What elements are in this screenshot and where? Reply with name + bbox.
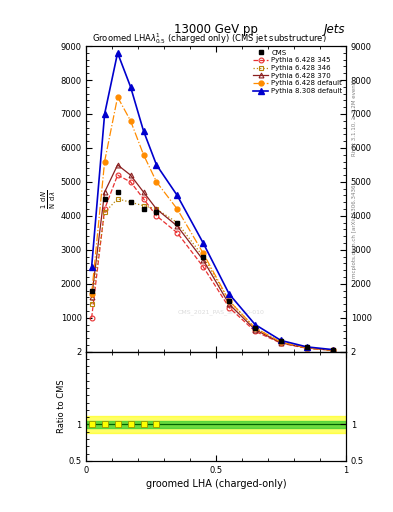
CMS — [227, 297, 231, 304]
CMS — [305, 344, 309, 350]
Pythia 6.428 345 — [128, 179, 133, 185]
Line: Pythia 6.428 370: Pythia 6.428 370 — [89, 162, 335, 353]
Pythia 6.428 346 — [115, 196, 120, 202]
Pythia 6.428 345 — [253, 328, 257, 334]
Pythia 6.428 370 — [154, 206, 159, 212]
Line: CMS: CMS — [89, 189, 335, 352]
Pythia 6.428 346 — [201, 253, 206, 260]
CMS — [102, 196, 107, 202]
Pythia 8.308 default — [115, 50, 120, 56]
Line: Pythia 6.428 default: Pythia 6.428 default — [89, 95, 335, 353]
Pythia 6.428 370 — [115, 162, 120, 168]
Text: mcplots.cern.ch [arXiv:1306.3436]: mcplots.cern.ch [arXiv:1306.3436] — [352, 183, 357, 278]
CMS — [115, 189, 120, 195]
Pythia 6.428 default — [227, 297, 231, 304]
Pythia 6.428 370 — [201, 257, 206, 263]
Pythia 6.428 370 — [331, 347, 335, 353]
CMS — [331, 347, 335, 353]
Line: Pythia 6.428 345: Pythia 6.428 345 — [89, 173, 335, 353]
Text: Groomed LHA$\lambda^{1}_{0.5}$ (charged only) (CMS jet substructure): Groomed LHA$\lambda^{1}_{0.5}$ (charged … — [92, 31, 326, 46]
Pythia 6.428 default — [128, 118, 133, 124]
Pythia 6.428 346 — [253, 325, 257, 331]
Pythia 6.428 370 — [279, 340, 283, 346]
Pythia 6.428 default — [175, 206, 180, 212]
Pythia 6.428 345 — [154, 213, 159, 219]
Pythia 6.428 default — [305, 345, 309, 351]
Line: Pythia 8.308 default: Pythia 8.308 default — [89, 50, 336, 352]
Pythia 6.428 345 — [175, 230, 180, 236]
Pythia 6.428 345 — [305, 345, 309, 351]
CMS — [253, 325, 257, 331]
Pythia 6.428 346 — [154, 206, 159, 212]
Pythia 6.428 345 — [141, 196, 146, 202]
Pythia 6.428 346 — [227, 297, 231, 304]
Pythia 8.308 default — [128, 84, 133, 90]
Pythia 6.428 346 — [128, 199, 133, 205]
Pythia 6.428 345 — [102, 206, 107, 212]
CMS — [175, 220, 180, 226]
Pythia 8.308 default — [227, 291, 231, 297]
CMS — [141, 206, 146, 212]
Text: 13000 GeV pp: 13000 GeV pp — [174, 23, 258, 36]
Pythia 6.428 370 — [102, 189, 107, 195]
Pythia 6.428 default — [141, 152, 146, 158]
CMS — [279, 338, 283, 345]
Pythia 6.428 346 — [102, 209, 107, 216]
Pythia 8.308 default — [279, 337, 283, 344]
Pythia 6.428 345 — [227, 305, 231, 311]
Pythia 6.428 default — [201, 250, 206, 257]
Pythia 6.428 346 — [89, 301, 94, 307]
Pythia 8.308 default — [331, 347, 335, 353]
Pythia 6.428 default — [102, 158, 107, 164]
Pythia 6.428 345 — [89, 315, 94, 321]
Pythia 6.428 default — [154, 179, 159, 185]
Legend: CMS, Pythia 6.428 345, Pythia 6.428 346, Pythia 6.428 370, Pythia 6.428 default,: CMS, Pythia 6.428 345, Pythia 6.428 346,… — [252, 48, 344, 96]
Pythia 6.428 346 — [279, 339, 283, 345]
X-axis label: groomed LHA (charged-only): groomed LHA (charged-only) — [146, 479, 286, 489]
Pythia 6.428 345 — [331, 347, 335, 353]
Pythia 6.428 default — [115, 94, 120, 100]
Pythia 6.428 346 — [141, 203, 146, 209]
Pythia 8.308 default — [175, 193, 180, 199]
Pythia 8.308 default — [305, 344, 309, 350]
Pythia 6.428 370 — [175, 223, 180, 229]
Line: Pythia 6.428 346: Pythia 6.428 346 — [89, 197, 335, 353]
Pythia 6.428 346 — [175, 220, 180, 226]
CMS — [89, 287, 94, 293]
Pythia 8.308 default — [201, 240, 206, 246]
Pythia 8.308 default — [154, 162, 159, 168]
Pythia 6.428 370 — [89, 294, 94, 301]
CMS — [201, 253, 206, 260]
Pythia 6.428 345 — [115, 172, 120, 178]
Bar — [86, 416, 346, 433]
Pythia 8.308 default — [102, 111, 107, 117]
CMS — [154, 209, 159, 216]
Pythia 6.428 370 — [141, 189, 146, 195]
Pythia 6.428 345 — [279, 340, 283, 346]
Y-axis label: Ratio to CMS: Ratio to CMS — [57, 379, 66, 433]
Pythia 6.428 346 — [331, 347, 335, 353]
Pythia 6.428 346 — [305, 345, 309, 351]
Pythia 8.308 default — [89, 264, 94, 270]
Bar — [86, 421, 346, 428]
Pythia 6.428 370 — [227, 301, 231, 307]
Pythia 6.428 default — [331, 347, 335, 353]
Pythia 6.428 370 — [253, 327, 257, 333]
Pythia 6.428 370 — [305, 345, 309, 351]
Pythia 6.428 370 — [128, 172, 133, 178]
Text: Rivet 3.1.10, ≥ 3.2M events: Rivet 3.1.10, ≥ 3.2M events — [352, 79, 357, 156]
Pythia 8.308 default — [253, 322, 257, 328]
Pythia 6.428 default — [279, 339, 283, 345]
Y-axis label: $\frac{1}{\mathrm{N}}\,\frac{\mathrm{d}N}{\mathrm{d}\lambda}$: $\frac{1}{\mathrm{N}}\,\frac{\mathrm{d}N… — [39, 189, 58, 208]
Pythia 6.428 default — [253, 325, 257, 331]
Pythia 6.428 345 — [201, 264, 206, 270]
Text: CMS_2021_PAS_SMP-20-010: CMS_2021_PAS_SMP-20-010 — [178, 309, 265, 315]
Pythia 8.308 default — [141, 128, 146, 134]
CMS — [128, 199, 133, 205]
Pythia 6.428 default — [89, 291, 94, 297]
Text: Jets: Jets — [324, 23, 346, 36]
